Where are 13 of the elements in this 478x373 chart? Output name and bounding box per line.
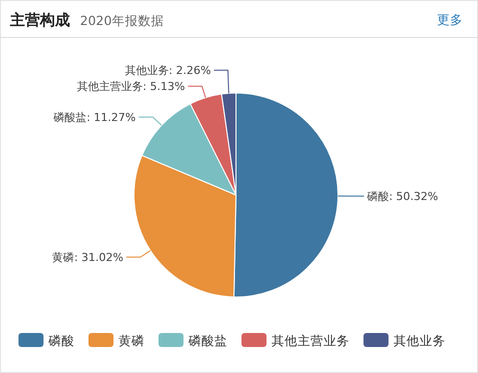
chart-subtitle: 2020年报数据 <box>80 13 164 28</box>
legend-label: 磷酸 <box>48 333 74 348</box>
legend-label: 其他业务 <box>394 333 446 348</box>
data-label: 磷酸: 50.32% <box>366 190 438 204</box>
data-label: 黄磷: 31.02% <box>52 251 124 264</box>
data-label: 其他主营业务: 5.13% <box>76 80 185 94</box>
legend-label: 磷酸盐 <box>188 333 228 348</box>
chart-title: 主营构成 <box>9 11 70 29</box>
legend-label: 黄磷 <box>118 333 144 348</box>
text: 更多 <box>437 12 463 27</box>
data-label: 其他业务: 2.26% <box>124 64 211 78</box>
legend-label: 其他主营业务 <box>272 333 350 348</box>
data-label: 磷酸盐: 11.27% <box>52 111 136 124</box>
